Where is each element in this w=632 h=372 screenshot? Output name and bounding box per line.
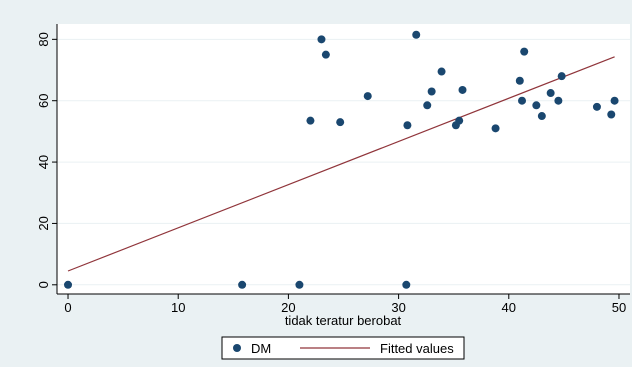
data-point: [238, 280, 247, 289]
data-point: [554, 96, 563, 105]
data-point: [402, 280, 411, 289]
legend-marker-dm: [233, 344, 241, 352]
data-point: [515, 76, 524, 85]
y-tick-label: 80: [36, 32, 51, 46]
y-tick-label: 40: [36, 155, 51, 169]
data-point: [427, 87, 436, 96]
y-tick-label: 20: [36, 216, 51, 230]
scatter-points: [64, 30, 619, 289]
data-point: [321, 50, 330, 59]
data-point: [64, 280, 73, 289]
data-point: [537, 112, 546, 121]
y-tick-label: 60: [36, 93, 51, 107]
data-point: [295, 280, 304, 289]
y-tick-label: 0: [36, 281, 51, 288]
data-point: [317, 35, 326, 44]
fitted-values-line: [67, 56, 615, 272]
legend-label-fitted: Fitted values: [380, 341, 454, 356]
data-point: [437, 67, 446, 76]
data-point: [403, 121, 412, 130]
x-tick-label: 50: [612, 300, 626, 315]
axes: [56, 24, 630, 295]
data-point: [458, 85, 467, 94]
data-point: [363, 92, 372, 101]
legend-label-dm: DM: [251, 341, 271, 356]
data-point: [610, 96, 619, 105]
data-point: [412, 30, 421, 39]
legend: DM Fitted values: [221, 336, 465, 360]
fitted-line-layer: [67, 56, 615, 272]
x-tick-label: 10: [171, 300, 185, 315]
x-tick-label: 40: [502, 300, 516, 315]
data-point: [546, 89, 555, 98]
data-point: [423, 101, 432, 110]
x-tick-label: 30: [391, 300, 405, 315]
data-point: [518, 96, 527, 105]
data-point: [520, 47, 529, 56]
data-point: [557, 72, 566, 81]
data-point: [306, 116, 315, 125]
data-point: [455, 116, 464, 125]
x-axis-label: tidak teratur berobat: [285, 313, 402, 328]
plot-area: [57, 24, 630, 294]
x-tick-label: 20: [281, 300, 295, 315]
data-point: [607, 110, 616, 119]
gridlines: [57, 38, 630, 286]
data-point: [532, 101, 541, 110]
ticks: 0 20 40 60 80 0 10 20 30 40 50: [36, 32, 626, 315]
data-point: [592, 102, 601, 111]
x-tick-label: 0: [64, 300, 71, 315]
data-point: [336, 118, 345, 127]
data-point: [491, 124, 500, 133]
